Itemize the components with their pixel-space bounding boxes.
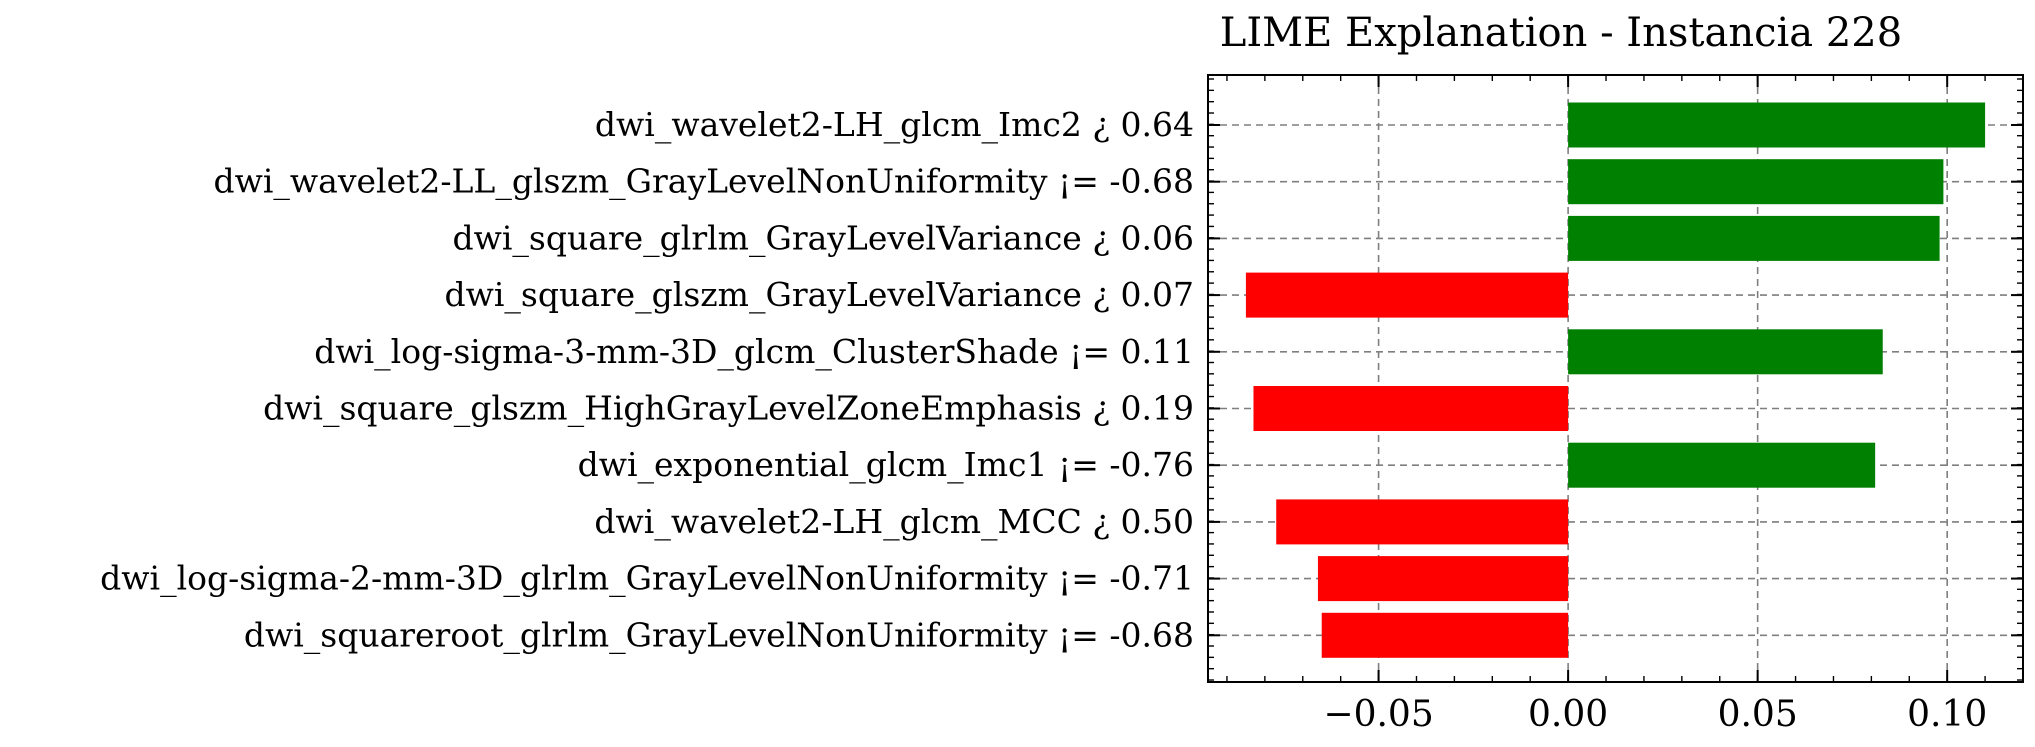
x-tick-label: −0.05: [1323, 694, 1433, 735]
category-label: dwi_wavelet2-LH_glcm_Imc2 ¿ 0.64: [595, 105, 1194, 145]
bar: [1568, 215, 1940, 261]
bar: [1568, 442, 1876, 488]
bar: [1568, 159, 1944, 205]
bar: [1568, 102, 1986, 148]
category-label: dwi_wavelet2-LH_glcm_MCC ¿ 0.50: [594, 502, 1194, 542]
category-label: dwi_squareroot_glrlm_GrayLevelNonUniform…: [244, 615, 1194, 655]
category-label: dwi_log-sigma-3-mm-3D_glcm_ClusterShade …: [314, 332, 1194, 372]
category-label: dwi_log-sigma-2-mm-3D_glrlm_GrayLevelNon…: [100, 559, 1194, 599]
category-label: dwi_square_glrlm_GrayLevelVariance ¿ 0.0…: [452, 218, 1194, 258]
plot-frame: [1207, 74, 2024, 683]
category-label: dwi_wavelet2-LL_glszm_GrayLevelNonUnifor…: [214, 162, 1195, 202]
category-label: dwi_exponential_glcm_Imc1 ¡= -0.76: [578, 445, 1194, 485]
bar: [1321, 612, 1569, 658]
x-tick-label: 0.05: [1718, 694, 1798, 735]
category-label-layer: dwi_wavelet2-LH_glcm_Imc2 ¿ 0.64 dwi_wave…: [100, 105, 1194, 655]
bar: [1245, 272, 1569, 318]
tick-layer: −0.05 0.00 0.05 0.10: [1208, 75, 2024, 735]
x-tick-label: 0.10: [1907, 694, 1987, 735]
category-label: dwi_square_glszm_GrayLevelVariance ¿ 0.0…: [444, 275, 1194, 315]
bar: [1276, 499, 1569, 545]
bar-layer: [1245, 102, 1986, 658]
bar: [1568, 329, 1883, 375]
category-label: dwi_square_glszm_HighGrayLevelZoneEmphas…: [263, 389, 1194, 429]
chart-title: LIME Explanation - Instancia 228: [1220, 10, 1902, 56]
bar: [1253, 386, 1569, 431]
bar: [1317, 556, 1569, 602]
x-tick-label: 0.00: [1528, 694, 1608, 735]
